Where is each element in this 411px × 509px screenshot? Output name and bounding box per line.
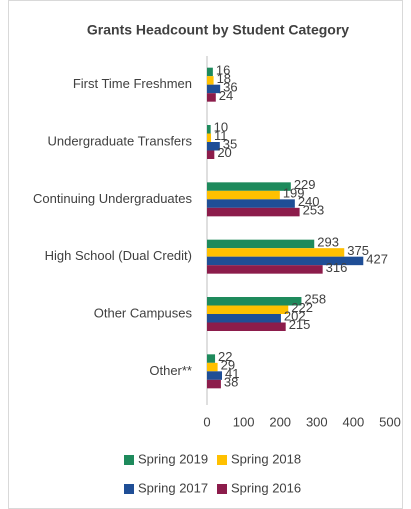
legend-swatch [124,484,134,494]
bar [207,371,223,380]
bar [207,199,295,208]
bar [207,190,280,200]
bar [207,84,221,94]
value-label: 16 [216,62,230,77]
x-tick-label: 100 [233,414,255,429]
y-tick-label: Undergraduate Transfers [47,133,192,148]
value-label: 29 [221,358,235,373]
bar [207,207,300,217]
legend-label: Spring 2019 [138,451,208,466]
value-label: 41 [225,366,239,381]
chart-title: Grants Headcount by Student Category [87,22,349,38]
value-label: 24 [219,88,233,103]
legend-swatch [217,484,227,494]
legend-label: Spring 2016 [231,480,301,495]
bar [207,297,302,306]
value-label: 18 [217,71,231,86]
value-label: 35 [223,137,237,152]
value-label: 20 [217,145,231,160]
x-tick-label: 300 [306,414,328,429]
bar [207,93,216,102]
bar [207,142,220,151]
value-label: 10 [214,120,228,135]
bar [207,354,216,363]
bar [207,76,214,85]
bar [207,248,345,257]
y-tick-label: Other Campuses [94,305,193,320]
value-label: 36 [223,79,237,94]
value-label: 240 [298,194,320,209]
value-label: 375 [347,243,369,258]
bar [207,265,323,274]
legend-swatch [124,455,134,465]
legend-swatch [217,455,227,465]
legend-label: Spring 2017 [138,480,208,495]
value-label: 258 [304,292,326,307]
bar [207,239,315,249]
bar [207,256,364,266]
value-label: 427 [366,251,388,266]
bar [207,67,213,77]
value-label: 316 [326,260,348,275]
y-tick-label: First Time Freshmen [73,76,192,91]
value-label: 38 [224,375,238,390]
value-label: 222 [291,300,313,315]
x-tick-label: 200 [269,414,291,429]
value-label: 215 [289,317,311,332]
y-tick-label: Other** [149,363,192,378]
value-label: 199 [283,186,305,201]
x-tick-label: 400 [343,414,365,429]
value-label: 11 [214,128,228,143]
value-label: 253 [303,203,325,218]
bar [207,314,281,323]
value-label: 202 [284,309,306,324]
x-tick-label: 500 [379,414,401,429]
bar [207,150,215,159]
bar [207,379,221,389]
y-tick-label: High School (Dual Credit) [45,248,192,263]
bar [207,133,212,142]
bar [207,182,291,191]
bar [207,125,211,134]
y-tick-label: Continuing Undergraduates [33,191,192,206]
value-label: 229 [294,177,316,192]
value-label: 293 [317,234,339,249]
value-label: 22 [218,349,232,364]
legend-label: Spring 2018 [231,451,301,466]
bar [207,322,286,331]
bar [207,362,218,372]
x-tick-label: 0 [203,414,210,429]
bar [207,305,289,314]
